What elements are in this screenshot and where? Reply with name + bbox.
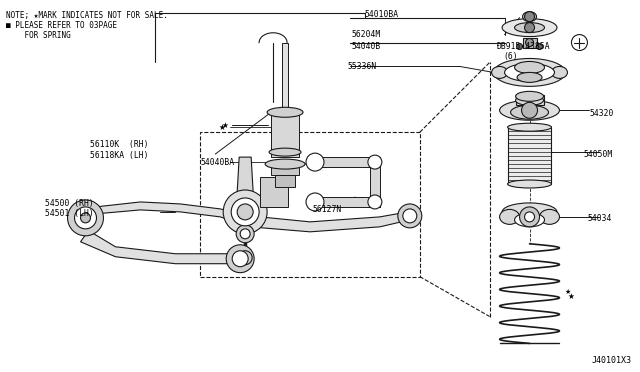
Circle shape (522, 102, 538, 118)
Circle shape (572, 35, 588, 51)
Circle shape (232, 251, 248, 267)
Ellipse shape (502, 19, 557, 36)
Ellipse shape (265, 159, 305, 169)
Text: ★: ★ (219, 123, 226, 132)
Text: (6): (6) (504, 52, 518, 61)
Ellipse shape (500, 100, 559, 120)
Circle shape (238, 251, 252, 265)
Bar (260, 177, 288, 207)
Circle shape (525, 12, 534, 22)
Text: 54501 (LH): 54501 (LH) (45, 209, 93, 218)
Ellipse shape (517, 73, 542, 82)
Polygon shape (81, 232, 240, 264)
Ellipse shape (516, 95, 543, 105)
Circle shape (516, 44, 522, 49)
Text: J40101X3: J40101X3 (591, 356, 631, 365)
Circle shape (525, 212, 534, 222)
Text: 55336N: 55336N (348, 62, 377, 71)
Circle shape (236, 225, 254, 243)
Ellipse shape (508, 180, 552, 188)
Circle shape (81, 213, 90, 223)
Ellipse shape (500, 209, 520, 224)
Text: 54040BA: 54040BA (200, 158, 234, 167)
Ellipse shape (540, 209, 559, 224)
Text: 54034: 54034 (588, 214, 612, 223)
Text: 56204M: 56204M (352, 30, 381, 39)
Circle shape (368, 195, 382, 209)
Bar (271, 112, 299, 157)
Text: 56118KA (LH): 56118KA (LH) (90, 151, 148, 160)
Ellipse shape (516, 92, 543, 101)
Ellipse shape (515, 23, 545, 33)
Bar (522, 38, 536, 48)
Circle shape (403, 209, 417, 223)
Circle shape (306, 193, 324, 211)
Circle shape (223, 190, 267, 234)
Ellipse shape (492, 67, 508, 78)
Text: NOTE; ★MARK INDICATES NOT FOR SALE.: NOTE; ★MARK INDICATES NOT FOR SALE. (6, 11, 168, 20)
Text: 54500 (RH): 54500 (RH) (45, 199, 93, 208)
Ellipse shape (552, 67, 568, 78)
Text: FOR SPRING: FOR SPRING (6, 31, 70, 39)
Ellipse shape (522, 12, 536, 22)
Ellipse shape (515, 213, 545, 227)
Circle shape (306, 153, 324, 171)
Circle shape (226, 245, 254, 273)
Text: ★: ★ (564, 289, 571, 295)
Bar (271, 161, 299, 175)
Ellipse shape (269, 148, 301, 156)
Ellipse shape (508, 123, 552, 131)
Text: 54050M: 54050M (584, 150, 612, 158)
Text: ■ PLEASE REFER TO 03PAGE: ■ PLEASE REFER TO 03PAGE (6, 20, 116, 30)
Polygon shape (237, 157, 253, 192)
Bar (320, 197, 380, 207)
Text: 54040B: 54040B (352, 42, 381, 51)
Ellipse shape (511, 105, 548, 119)
Ellipse shape (502, 203, 557, 221)
Ellipse shape (504, 64, 554, 81)
Circle shape (68, 200, 104, 236)
Ellipse shape (267, 107, 303, 117)
Text: ★: ★ (222, 121, 228, 130)
Circle shape (398, 204, 422, 228)
Circle shape (231, 198, 259, 226)
Bar (508, 127, 552, 184)
Bar (275, 175, 295, 187)
Text: 56110K  (RH): 56110K (RH) (90, 140, 148, 149)
Text: ★: ★ (568, 292, 574, 301)
Circle shape (368, 155, 382, 169)
Text: 56127N: 56127N (312, 205, 341, 214)
Text: 54010BA: 54010BA (365, 10, 399, 19)
Bar (516, 95, 543, 105)
Text: 54320: 54320 (589, 109, 614, 118)
Bar (282, 42, 288, 112)
Circle shape (525, 23, 534, 33)
Polygon shape (83, 202, 410, 232)
Text: ÐB915-4385A: ÐB915-4385A (497, 42, 550, 51)
Bar (200, 132, 420, 277)
Circle shape (237, 204, 253, 220)
Circle shape (520, 207, 540, 227)
Bar (370, 157, 380, 207)
Ellipse shape (515, 61, 545, 73)
Circle shape (536, 44, 543, 49)
Bar (320, 157, 380, 167)
Circle shape (240, 229, 250, 239)
Circle shape (525, 39, 534, 46)
Circle shape (74, 207, 97, 229)
Ellipse shape (493, 58, 566, 86)
